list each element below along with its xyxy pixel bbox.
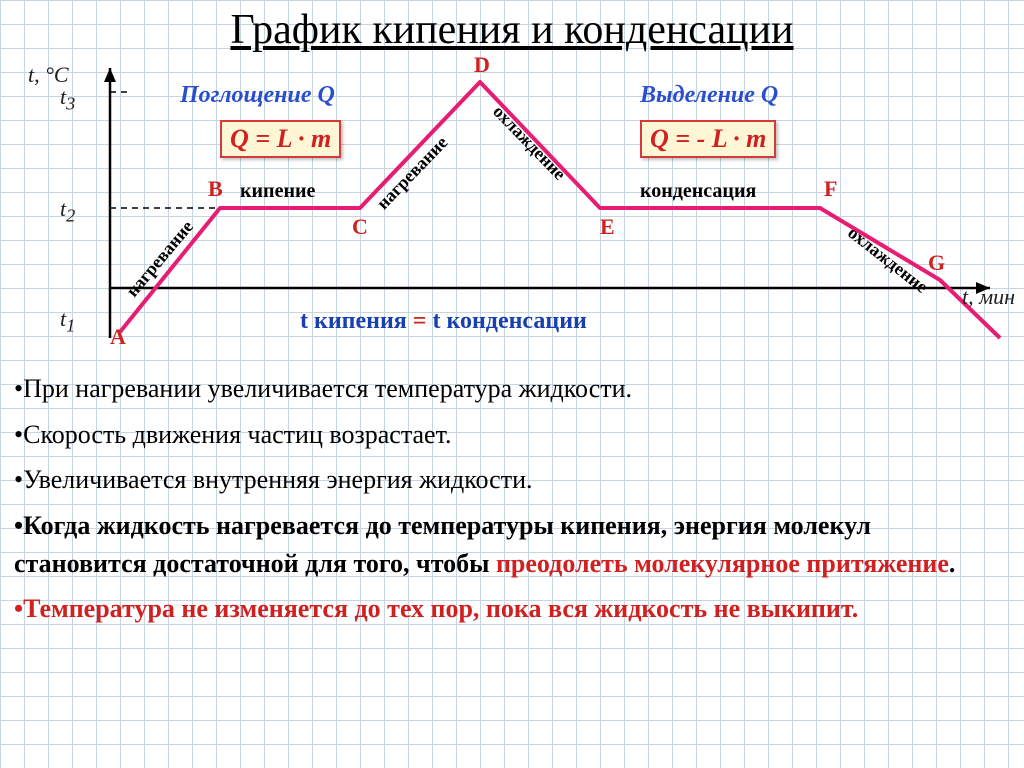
point-A: A	[110, 324, 126, 350]
bullet-item: •Температура не изменяется до тех пор, п…	[14, 590, 1010, 628]
tick-t3: t3	[60, 84, 75, 114]
bullet-list: •При нагревании увеличивается температур…	[14, 370, 1010, 636]
tick-t2: t2	[60, 196, 75, 226]
formula-release: Q = - L · m	[640, 120, 776, 158]
label-condensation: конденсация	[640, 180, 756, 203]
page-title: График кипения и конденсации	[0, 6, 1024, 54]
bullet-item: •При нагревании увеличивается температур…	[14, 370, 1010, 408]
x-axis-label: t, мин	[962, 284, 1015, 310]
equation-center: t кипения = t конденсации	[300, 308, 587, 335]
point-B: B	[208, 176, 223, 202]
point-C: C	[352, 214, 368, 240]
release-q-label: Выделение Q	[640, 82, 778, 109]
formula-absorb: Q = L · m	[220, 120, 341, 158]
point-D: D	[474, 52, 490, 78]
chart-area: t, °C t, мин t1 t2 t3 Поглощение Q Выдел…	[0, 48, 1024, 368]
point-G: G	[928, 250, 945, 276]
bullet-item: •Увеличивается внутренняя энергия жидкос…	[14, 461, 1010, 499]
bullet-item: •Скорость движения частиц возрастает.	[14, 416, 1010, 454]
bullet-item: •Когда жидкость нагревается до температу…	[14, 507, 1010, 582]
absorb-q-label: Поглощение Q	[180, 82, 335, 109]
point-E: E	[600, 214, 615, 240]
label-boiling: кипение	[240, 180, 315, 203]
tick-t1: t1	[60, 306, 75, 336]
point-F: F	[824, 176, 837, 202]
